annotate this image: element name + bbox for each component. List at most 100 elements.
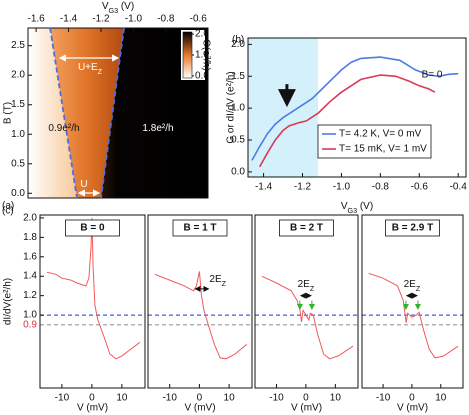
colorbar-label: G(e²/h) [201, 39, 212, 71]
reference-label: 0.9 [23, 319, 37, 330]
annotation: 2EZ [209, 274, 226, 289]
annotation: 0.9e²/h [48, 123, 79, 134]
plot-frame [254, 214, 359, 389]
text-part: 2E [298, 279, 311, 290]
series-line [154, 271, 248, 360]
region-mid [50, 28, 124, 198]
panel-label: (a) [2, 201, 14, 212]
x-tick-label: -1.6 [27, 14, 45, 25]
x-tick-label: 10 [435, 393, 447, 404]
text-part: 1.8e²/h [142, 123, 173, 134]
y-tick-label: 0.0 [231, 166, 245, 177]
text-part: G3 [347, 206, 357, 215]
x-tick-label: -1.0 [333, 182, 351, 193]
y-axis-label: dI/dV(e²/h) [3, 278, 14, 325]
series-line [259, 74, 436, 168]
y-tick-label: 0.0 [11, 188, 25, 199]
x-axis-label: V (mV) [184, 403, 215, 414]
y-tick-label: 0.5 [11, 158, 25, 169]
legend-label: T= 4.2 K, V= 0 mV [339, 129, 422, 140]
x-tick-label: -0.8 [372, 182, 390, 193]
title-box [65, 219, 120, 237]
panel-title: B = 2 T [290, 223, 323, 234]
x-axis-label: VG3 (V) [341, 201, 373, 216]
annotation: 2EZ [404, 279, 421, 294]
y-tick-label: 1.8 [23, 232, 37, 243]
title-box [385, 219, 440, 237]
y-tick-label: 2.5 [11, 40, 25, 51]
x-axis-label: VG3 (V) [102, 1, 134, 16]
annotation: 1.8e²/h [142, 123, 173, 134]
x-tick-label: 0 [409, 393, 415, 404]
y-tick-label: 1.0 [231, 103, 245, 114]
annotation: B= 0 [422, 70, 443, 81]
y-tick-label: 1.0 [23, 310, 37, 321]
x-tick-label: 10 [116, 393, 128, 404]
x-axis-label: V (mV) [397, 403, 428, 414]
legend [317, 124, 432, 159]
panel-title: B = 1 T [183, 223, 216, 234]
y-tick-label: 0.5 [231, 135, 245, 146]
panel-title: B = 0 [80, 223, 105, 234]
x-tick-label: -1.2 [294, 182, 312, 193]
title-box [172, 219, 228, 237]
colorbar [182, 31, 193, 79]
text-part: 0.9e²/h [48, 123, 79, 134]
text-part: V [102, 1, 109, 12]
text-part: V [341, 201, 348, 212]
panel-title: B = 2.9 T [392, 223, 433, 234]
x-tick-label: -1.4 [60, 14, 78, 25]
region-low [28, 28, 77, 198]
x-tick-label: -1.0 [125, 14, 143, 25]
y-tick-label: 2.0 [11, 70, 25, 81]
text-part: 2E [404, 279, 417, 290]
x-tick-label: -1.4 [255, 182, 273, 193]
y-axis-label: G or dI/dV (e²/h) [226, 71, 237, 143]
colorbar-tick-label: 0.0 [195, 70, 209, 81]
x-tick-label: -0.8 [157, 14, 175, 25]
series-line [46, 217, 141, 360]
x-tick-label: 10 [224, 393, 236, 404]
x-axis-label: V (mV) [291, 403, 322, 414]
series-line [261, 275, 354, 360]
dashed-line [100, 27, 125, 199]
x-tick-label: 0 [303, 393, 309, 404]
title-box [279, 219, 334, 237]
colorbar-tick-label: 1.0 [195, 50, 209, 61]
colorbar-tick-label: 2.0 [195, 29, 209, 40]
x-tick-label: 10 [330, 393, 342, 404]
dashed-line [49, 27, 78, 199]
highlight-region [248, 38, 319, 177]
y-tick-label: 2.0 [231, 39, 245, 50]
plot-frame [247, 37, 467, 178]
series-line [251, 56, 459, 161]
text-part: (V) [357, 201, 373, 212]
panel-label: (b) [232, 35, 244, 46]
plot-frame [27, 27, 209, 199]
panel-label: (c) [2, 206, 14, 217]
y-tick-label: 1.5 [231, 71, 245, 82]
plot-frame [361, 214, 464, 389]
y-tick-label: 1.0 [11, 129, 25, 140]
y-tick-label: 2.0 [23, 212, 37, 223]
x-tick-label: 0 [197, 393, 203, 404]
plot-frame [147, 214, 253, 389]
x-tick-label: -10 [162, 393, 177, 404]
text-part: Z [222, 279, 227, 288]
x-tick-label: -10 [55, 393, 70, 404]
x-tick-label: -10 [269, 393, 284, 404]
y-tick-label: 1.4 [23, 271, 37, 282]
plot-frame [39, 214, 146, 389]
series-line [368, 272, 459, 359]
annotation: U+EZ [78, 62, 103, 77]
x-tick-label: -0.6 [190, 14, 208, 25]
text-part: Z [98, 67, 103, 76]
text-part: Z [310, 284, 315, 293]
text-part: G3 [108, 6, 118, 15]
x-tick-label: -1.2 [92, 14, 110, 25]
x-tick-label: 0 [89, 393, 95, 404]
y-tick-label: 1.6 [23, 251, 37, 262]
text-part: U+E [78, 62, 98, 73]
x-tick-label: -10 [376, 393, 391, 404]
